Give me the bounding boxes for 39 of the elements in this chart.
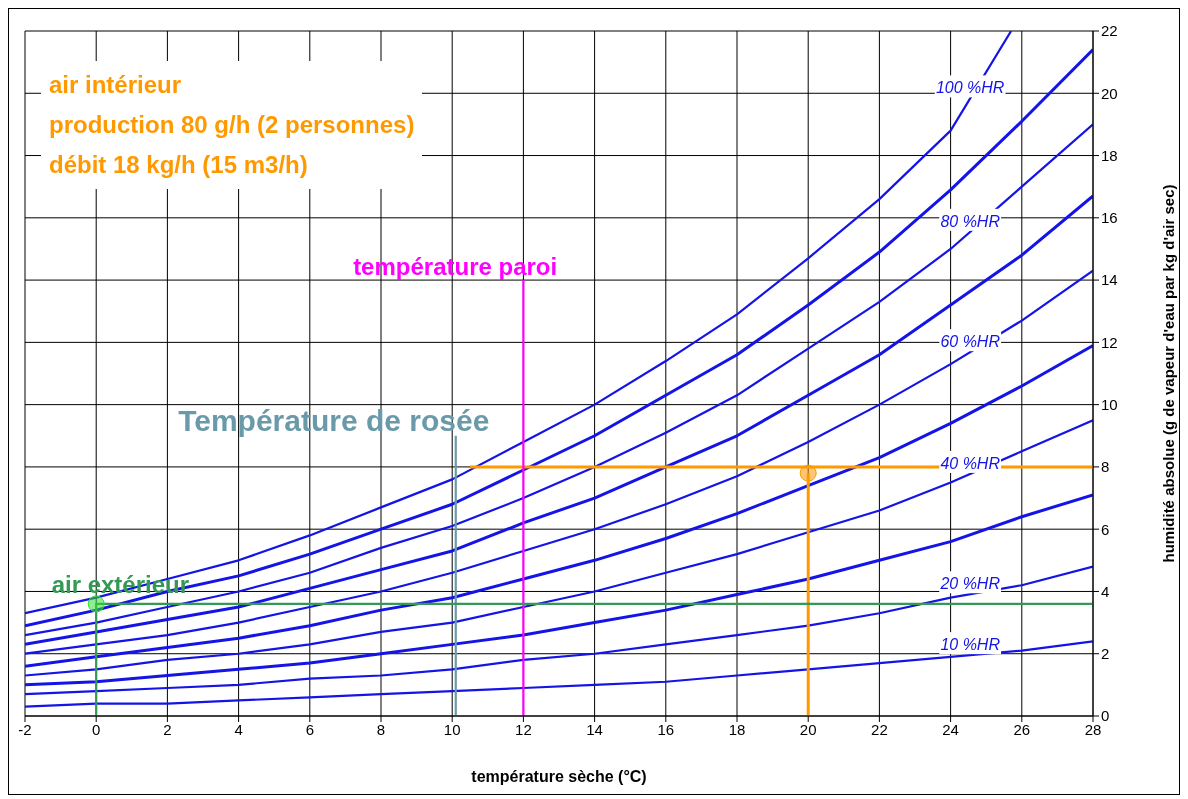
x-tick-label: 20 bbox=[799, 720, 817, 738]
annotation: production 80 g/h (2 personnes) bbox=[49, 110, 415, 140]
x-tick-label: 0 bbox=[92, 720, 101, 738]
x-tick-label: 10 bbox=[443, 720, 461, 738]
y-tick-label: 0 bbox=[1101, 707, 1110, 725]
series-label: 10 %HR bbox=[940, 636, 1001, 654]
series-label: 100 %HR bbox=[935, 79, 1005, 97]
x-tick-label: 16 bbox=[657, 720, 675, 738]
y-tick-label: 6 bbox=[1101, 520, 1110, 538]
y-tick-label: 14 bbox=[1101, 271, 1118, 289]
y-tick-label: 4 bbox=[1101, 582, 1110, 600]
x-tick-label: 24 bbox=[942, 720, 959, 738]
series-label: 80 %HR bbox=[940, 212, 1001, 230]
x-tick-label: 6 bbox=[305, 720, 314, 738]
x-tick-label: 4 bbox=[234, 720, 243, 738]
x-tick-label: 22 bbox=[871, 720, 888, 738]
x-tick-label: 26 bbox=[1013, 720, 1031, 738]
x-tick-label: 12 bbox=[515, 720, 532, 738]
series-label: 60 %HR bbox=[940, 333, 1001, 351]
series-label: 20 %HR bbox=[939, 575, 1001, 593]
y-tick-label: 20 bbox=[1101, 84, 1118, 102]
x-tick-label: 8 bbox=[376, 720, 386, 738]
x-tick-label: 2 bbox=[163, 720, 172, 738]
y-tick-label: 10 bbox=[1101, 395, 1118, 413]
y-tick-label: 12 bbox=[1101, 333, 1118, 351]
y-tick-label: 16 bbox=[1101, 209, 1118, 227]
annotation: air intérieur bbox=[49, 70, 183, 100]
annotation: débit 18 kg/h (15 m3/h) bbox=[49, 150, 309, 180]
x-tick-label: -2 bbox=[18, 720, 32, 738]
series-label: 40 %HR bbox=[940, 454, 1001, 472]
x-tick-label: 28 bbox=[1084, 720, 1102, 738]
x-tick-label: 18 bbox=[728, 720, 746, 738]
y-tick-label: 22 bbox=[1101, 22, 1118, 40]
y-axis-title: humidité absolue (g de vapeur d'eau par kg d'air sec) bbox=[1160, 184, 1178, 563]
y-tick-label: 18 bbox=[1101, 146, 1118, 164]
y-tick-label: 8 bbox=[1101, 458, 1110, 476]
x-tick-label: 14 bbox=[586, 720, 603, 738]
x-axis-title: température sèche (°C) bbox=[471, 768, 647, 785]
y-tick-label: 2 bbox=[1101, 645, 1110, 663]
